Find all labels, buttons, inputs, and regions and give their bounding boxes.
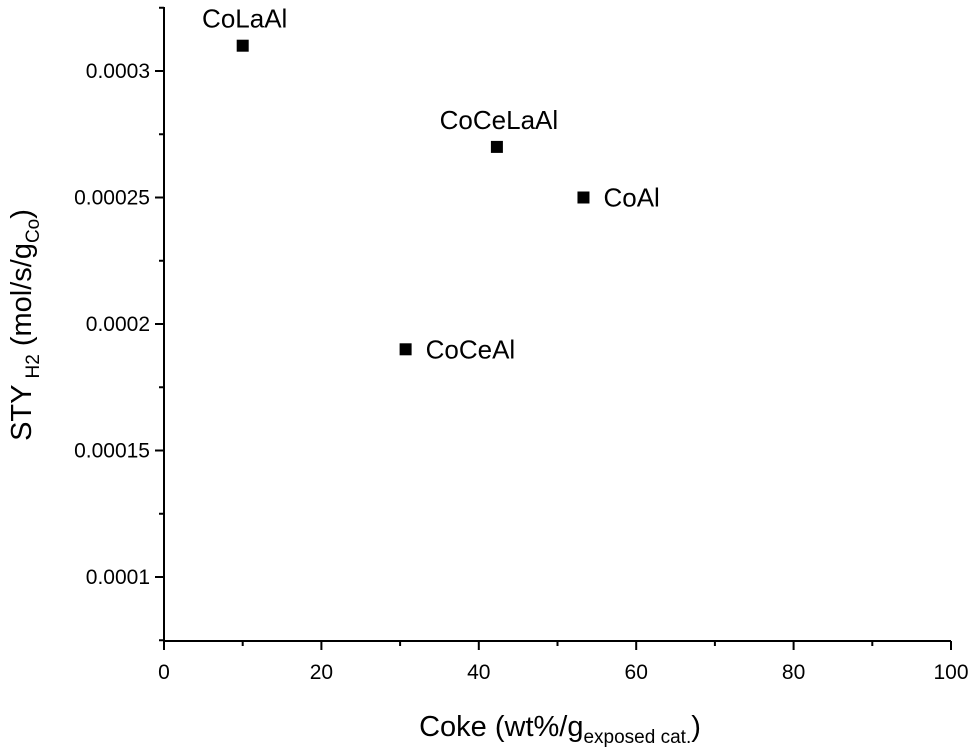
y-axis-title: STY H2 (mol/s/gCo) bbox=[6, 209, 44, 441]
y-tick-label: 0.00025 bbox=[74, 187, 150, 210]
x-tick-label: 40 bbox=[467, 661, 490, 684]
x-axis-title: Coke (wt%/gexposed cat.) bbox=[419, 711, 701, 748]
y-tick-label: 0.00015 bbox=[74, 440, 150, 463]
x-tick-label: 20 bbox=[310, 661, 333, 684]
data-points: CoLaAl CoCeLaAl CoAl CoCeAl bbox=[202, 4, 660, 365]
point-label: CoLaAl bbox=[202, 4, 287, 34]
data-point bbox=[399, 343, 412, 356]
x-tick-label: 100 bbox=[933, 661, 968, 684]
data-point bbox=[490, 140, 503, 153]
x-axis-title-tail: ) bbox=[691, 711, 701, 743]
x-tick-label: 0 bbox=[158, 661, 170, 684]
data-point bbox=[577, 191, 590, 204]
y-axis-title-mid: (mol/s/g bbox=[6, 243, 38, 354]
y-axis-title-sub2: Co bbox=[23, 219, 44, 243]
data-point bbox=[236, 39, 249, 52]
y-tick-label: 0.0003 bbox=[86, 60, 150, 83]
point-label: CoCeLaAl bbox=[440, 105, 559, 135]
axes: 0 20 40 60 80 100 0.0001 0.00015 0.0002 0.00025 0.… bbox=[74, 6, 969, 684]
point-label: CoAl bbox=[603, 183, 659, 213]
y-axis-title-sub: H2 bbox=[23, 354, 44, 378]
x-tick-label: 80 bbox=[782, 661, 805, 684]
y-tick-label: 0.0001 bbox=[86, 566, 150, 589]
y-tick-label: 0.0002 bbox=[86, 313, 150, 336]
y-axis-title-tail: ) bbox=[6, 209, 38, 219]
point-label: CoCeAl bbox=[426, 334, 516, 364]
x-axis-title-sub: exposed cat. bbox=[583, 727, 691, 748]
x-axis-title-main: Coke (wt%/g bbox=[419, 711, 583, 743]
x-tick-label: 60 bbox=[625, 661, 648, 684]
y-axis-title-main: STY bbox=[6, 385, 38, 441]
